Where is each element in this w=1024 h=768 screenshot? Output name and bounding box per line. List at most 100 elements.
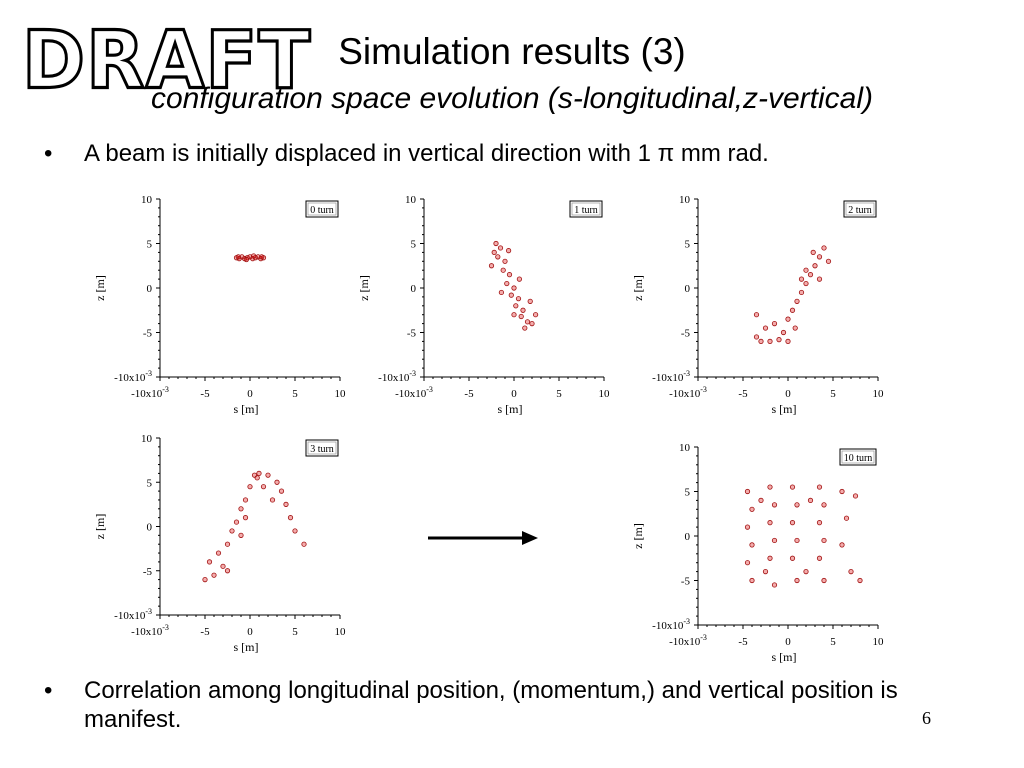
y-axis-label: z [m] (93, 514, 107, 540)
data-point (744, 524, 751, 530)
x-tick-label: -5 (738, 636, 748, 648)
data-point (816, 276, 823, 282)
data-point (794, 502, 800, 508)
y-tick-label: 5 (685, 487, 691, 499)
data-point (744, 488, 751, 495)
x-tick-label: 0 (247, 388, 253, 400)
data-point (758, 338, 764, 344)
data-point (821, 502, 827, 508)
data-point (495, 254, 501, 260)
data-point (767, 555, 773, 561)
x-tick-label: 10 (599, 388, 611, 400)
bullet-text: A beam is initially displaced in vertica… (84, 140, 769, 167)
bullet-dot: • (44, 677, 53, 704)
data-point (852, 493, 859, 499)
page-number: 6 (922, 708, 931, 728)
data-point (524, 319, 531, 325)
data-point (498, 289, 504, 296)
y-tick-label: -5 (143, 328, 153, 340)
data-point (825, 258, 832, 264)
data-point (803, 280, 809, 287)
y-tick-label: 10 (141, 194, 153, 206)
x-tick-label: 10 (873, 636, 885, 648)
x-axis-label: s [m] (498, 402, 523, 416)
data-point (287, 515, 294, 521)
data-point (816, 484, 823, 490)
arrow-head (522, 531, 538, 545)
data-point (794, 577, 800, 584)
data-point (794, 537, 800, 544)
data-point (789, 307, 796, 313)
legend-box (839, 448, 877, 466)
data-point (810, 249, 816, 255)
x-tick-label: 5 (830, 388, 836, 400)
data-point (235, 254, 241, 260)
x-tick-label: -10x10-3 (131, 385, 169, 400)
data-point (251, 253, 257, 259)
legend-box-inner (841, 450, 875, 464)
legend-box (843, 200, 877, 218)
y-tick-label: 0 (685, 283, 691, 295)
legend-label: 1 turn (574, 205, 598, 216)
x-tick-label: 10 (335, 388, 347, 400)
legend-box (305, 200, 339, 218)
data-point (753, 312, 760, 318)
data-point (301, 541, 307, 547)
legend-label: 2 turn (848, 205, 872, 216)
data-point (254, 475, 260, 481)
y-tick-label: 5 (147, 239, 153, 251)
data-point (260, 484, 267, 490)
x-axis-label: s [m] (772, 650, 797, 664)
data-point (839, 488, 845, 495)
y-axis-label: z [m] (631, 275, 645, 301)
y-tick-label: -10x10-3 (378, 369, 416, 384)
data-point (488, 263, 495, 269)
data-point (789, 484, 796, 490)
data-point (511, 312, 517, 318)
data-point (848, 568, 854, 575)
draft-watermark: DRAFT (20, 12, 312, 107)
data-point (794, 298, 800, 304)
x-tick-label: -5 (738, 388, 748, 400)
data-point (238, 506, 244, 512)
y-axis-label: z [m] (631, 523, 645, 549)
x-tick-label: 10 (873, 388, 885, 400)
y-axis-label: z [m] (357, 275, 371, 301)
data-point (807, 272, 814, 278)
data-point (758, 497, 764, 503)
data-point (816, 555, 823, 561)
data-point (520, 307, 526, 313)
data-point (243, 256, 249, 263)
x-tick-label: -10x10-3 (669, 633, 707, 648)
y-tick-label: 5 (411, 239, 417, 251)
x-tick-label: 5 (292, 388, 298, 400)
data-point (265, 472, 271, 478)
x-tick-label: 0 (785, 388, 791, 400)
data-point (821, 537, 827, 544)
y-tick-label: -5 (681, 576, 691, 588)
data-point (233, 519, 240, 525)
x-tick-label: 5 (830, 636, 836, 648)
data-point (762, 568, 769, 575)
data-point (821, 245, 827, 251)
legend-box-inner (845, 202, 875, 216)
data-point (767, 338, 773, 344)
data-point (493, 240, 499, 247)
y-tick-label: -5 (407, 328, 417, 340)
data-point (202, 576, 208, 583)
data-point (857, 577, 863, 584)
y-tick-label: 0 (411, 283, 417, 295)
data-point (753, 334, 760, 340)
data-point (511, 285, 517, 291)
data-point (749, 542, 755, 548)
bullet-text: Correlation among longitudinal position,… (84, 677, 898, 733)
data-point (274, 479, 280, 485)
y-tick-label: 0 (147, 283, 153, 295)
data-point (780, 329, 787, 336)
x-tick-label: 0 (247, 626, 253, 638)
y-tick-label: -10x10-3 (652, 369, 690, 384)
data-point (749, 506, 755, 512)
legend-label: 3 turn (310, 444, 334, 455)
x-tick-label: -5 (464, 388, 474, 400)
